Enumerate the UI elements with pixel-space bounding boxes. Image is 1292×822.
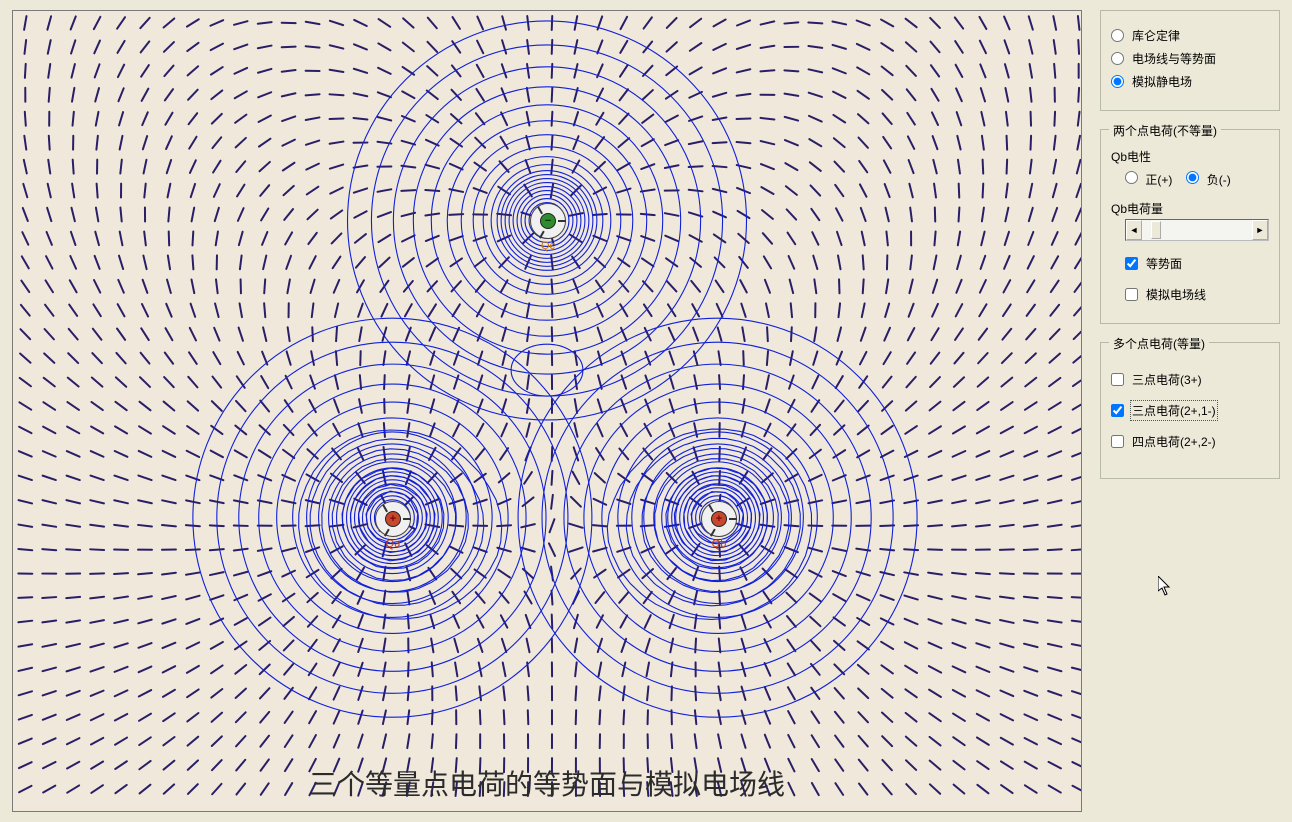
control-panel: 库仑定律 电场线与等势面 模拟静电场 两个点电荷(不等量) Qb电性 正(+) … bbox=[1100, 10, 1280, 497]
multi-label-three_pos: 三点电荷(3+) bbox=[1132, 371, 1202, 388]
multi-label-four_twotwo: 四点电荷(2+,2-) bbox=[1132, 433, 1216, 450]
multi-label-two_one: 三点电荷(2+,1-) bbox=[1132, 402, 1216, 419]
polarity-label-neg: 负(-) bbox=[1207, 173, 1231, 187]
mode-radio-fieldline[interactable] bbox=[1111, 52, 1124, 65]
charge-label-Qb: Qb bbox=[712, 538, 727, 550]
charge-Qb[interactable]: +Qb bbox=[701, 501, 737, 537]
polarity-radio-neg[interactable] bbox=[1186, 171, 1199, 184]
field-svg bbox=[13, 11, 1081, 811]
polarity-label-pos: 正(+) bbox=[1145, 173, 1172, 187]
two-charges-title: 两个点电荷(不等量) bbox=[1109, 122, 1221, 139]
charge-sign-icon: − bbox=[540, 213, 556, 229]
charge-label-Qa: Qa bbox=[386, 538, 401, 550]
multi-charges-group: 多个点电荷(等量) 三点电荷(3+) 三点电荷(2+,1-) 四点电荷(2+,2… bbox=[1100, 342, 1280, 479]
charge-sign-icon: + bbox=[711, 511, 727, 527]
mouse-cursor-icon bbox=[1158, 576, 1172, 596]
slider-left-button[interactable]: ◄ bbox=[1126, 220, 1142, 240]
simulation-canvas[interactable]: 三个等量点电荷的等势面与模拟电场线 −Qc+Qa+Qb bbox=[12, 10, 1082, 812]
mode-label-simfield: 模拟静电场 bbox=[1132, 73, 1192, 90]
mode-radio-simfield[interactable] bbox=[1111, 75, 1124, 88]
mode-label-fieldline: 电场线与等势面 bbox=[1132, 50, 1216, 67]
polarity-label: Qb电性 bbox=[1111, 148, 1269, 165]
charge-Qc[interactable]: −Qc bbox=[530, 203, 566, 239]
mode-label-coulomb: 库仑定律 bbox=[1132, 27, 1180, 44]
simlines-checkbox[interactable] bbox=[1125, 288, 1138, 301]
equipotential-checkbox[interactable] bbox=[1125, 257, 1138, 270]
slider-thumb[interactable] bbox=[1151, 221, 1161, 239]
multi-checkbox-four_twotwo[interactable] bbox=[1111, 435, 1124, 448]
two-charges-group: 两个点电荷(不等量) Qb电性 正(+) 负(-) Qb电荷量 ◄ ► 等势面 … bbox=[1100, 129, 1280, 324]
charge-Qa[interactable]: +Qa bbox=[375, 501, 411, 537]
slider-right-button[interactable]: ► bbox=[1252, 220, 1268, 240]
simlines-label: 模拟电场线 bbox=[1146, 286, 1206, 303]
multi-checkbox-three_pos[interactable] bbox=[1111, 373, 1124, 386]
equipotential-label: 等势面 bbox=[1146, 255, 1182, 272]
qb-amount-slider[interactable]: ◄ ► bbox=[1125, 219, 1269, 241]
amount-label: Qb电荷量 bbox=[1111, 200, 1269, 217]
mode-group: 库仑定律 电场线与等势面 模拟静电场 bbox=[1100, 10, 1280, 111]
multi-checkbox-two_one[interactable] bbox=[1111, 404, 1124, 417]
polarity-radio-pos[interactable] bbox=[1125, 171, 1138, 184]
slider-track[interactable] bbox=[1142, 220, 1252, 240]
charge-sign-icon: + bbox=[385, 511, 401, 527]
multi-charges-title: 多个点电荷(等量) bbox=[1109, 335, 1209, 352]
charge-label-Qc: Qc bbox=[541, 240, 555, 252]
mode-radio-coulomb[interactable] bbox=[1111, 29, 1124, 42]
